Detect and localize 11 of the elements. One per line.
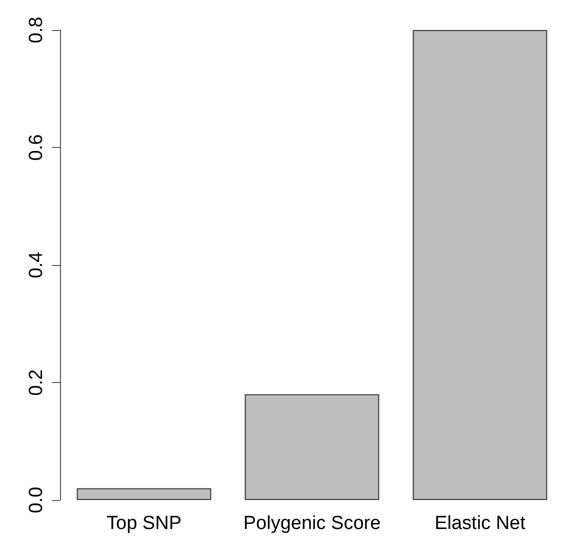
bar: [412, 30, 548, 500]
y-tick-label: 0.6: [26, 134, 47, 161]
y-tick-label: 0.8: [26, 16, 47, 44]
x-tick-label: Top SNP: [106, 513, 182, 534]
x-tick-label: Elastic Net: [434, 513, 526, 534]
bar: [76, 488, 212, 500]
y-tick-label: 0.0: [26, 486, 47, 514]
x-tick-label: Polygenic Score: [243, 513, 381, 534]
y-tick-label: 0.2: [26, 369, 47, 396]
y-tick-label: 0.4: [26, 251, 47, 278]
bar: [244, 394, 380, 500]
